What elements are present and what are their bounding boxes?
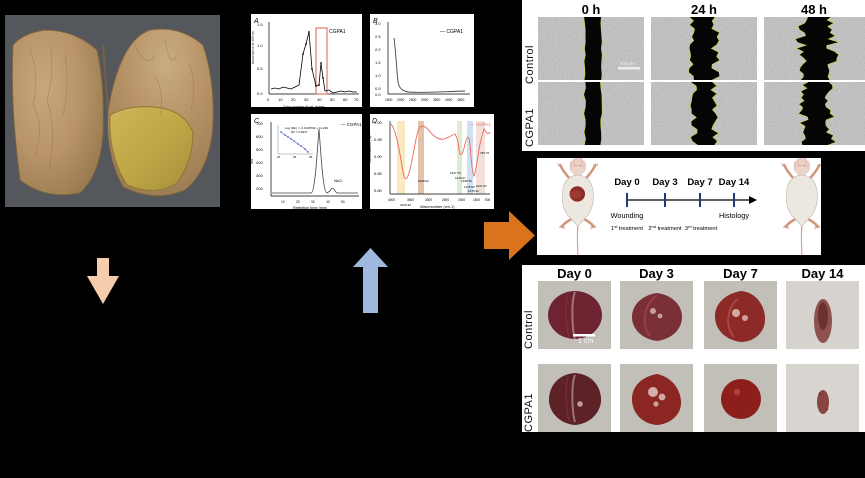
svg-text:1027.62: 1027.62 <box>476 184 487 188</box>
svg-text:Retention time (min): Retention time (min) <box>293 206 328 210</box>
svg-text:1 cm: 1 cm <box>578 338 593 345</box>
svg-text:30: 30 <box>311 200 315 204</box>
svg-text:1500: 1500 <box>385 98 393 102</box>
svg-text:1st treatment: 1st treatment <box>611 224 643 233</box>
svg-text:Tube number (6 mL /tube): Tube number (6 mL /tube) <box>283 105 324 109</box>
svg-text:10: 10 <box>281 200 285 204</box>
svg-text:3000: 3000 <box>425 198 432 202</box>
svg-text:3.0: 3.0 <box>375 21 381 26</box>
svg-text:3rd treatment: 3rd treatment <box>685 224 718 233</box>
svg-text:40: 40 <box>317 97 322 102</box>
svg-text:1368.35: 1368.35 <box>461 179 472 183</box>
svg-text:50: 50 <box>341 200 345 204</box>
svg-text:2500: 2500 <box>409 98 417 102</box>
svg-text:R2 = 0.9947: R2 = 0.9947 <box>291 130 308 134</box>
svg-text:796.76: 796.76 <box>480 151 490 155</box>
svg-text:300: 300 <box>256 173 263 178</box>
svg-text:35: 35 <box>309 155 313 159</box>
svg-text:3429.33: 3429.33 <box>400 203 411 207</box>
svg-text:1.00: 1.00 <box>374 120 383 125</box>
svg-text:Day 0: Day 0 <box>614 177 639 188</box>
svg-text:0.5: 0.5 <box>257 66 263 71</box>
svg-text:10: 10 <box>278 97 283 102</box>
svg-text:1637.76: 1637.76 <box>450 171 461 175</box>
svg-text:Absorbance at 490 nm: Absorbance at 490 nm <box>251 31 255 64</box>
svg-text:2500: 2500 <box>442 198 449 202</box>
svg-text:Wounding: Wounding <box>611 211 644 220</box>
svg-text:3000: 3000 <box>421 98 429 102</box>
svg-text:70: 70 <box>354 97 359 102</box>
svg-text:700: 700 <box>256 121 263 126</box>
svg-text:15: 15 <box>277 155 281 159</box>
svg-text:30: 30 <box>304 97 309 102</box>
svg-text:600: 600 <box>256 134 263 139</box>
svg-text:20: 20 <box>291 97 296 102</box>
svg-text:— CGPA1: — CGPA1 <box>470 122 491 127</box>
svg-text:3500: 3500 <box>433 98 441 102</box>
svg-text:Wavenumber (cm-1): Wavenumber (cm-1) <box>420 205 455 209</box>
svg-text:0.95: 0.95 <box>374 137 383 142</box>
svg-text:1075.93: 1075.93 <box>468 189 479 193</box>
svg-text:60: 60 <box>343 97 348 102</box>
svg-text:2.0: 2.0 <box>375 47 381 52</box>
svg-text:25: 25 <box>293 155 297 159</box>
svg-text:2nd treatment: 2nd treatment <box>648 224 682 233</box>
svg-text:400: 400 <box>256 160 263 165</box>
svg-text:4500: 4500 <box>457 98 465 102</box>
svg-text:20: 20 <box>296 200 300 204</box>
svg-text:0.90: 0.90 <box>374 154 383 159</box>
svg-text:1500: 1500 <box>473 198 480 202</box>
svg-text:0: 0 <box>267 97 270 102</box>
svg-text:2000: 2000 <box>397 98 405 102</box>
svg-text:1.0: 1.0 <box>375 73 381 78</box>
svg-text:1.5: 1.5 <box>257 22 263 27</box>
svg-text:Transmittance (%): Transmittance (%) <box>370 136 372 164</box>
svg-text:0.0: 0.0 <box>375 92 381 97</box>
svg-text:— CGPA1: — CGPA1 <box>440 29 463 35</box>
svg-text:4000: 4000 <box>388 198 395 202</box>
svg-text:1.5: 1.5 <box>375 60 381 65</box>
svg-text:500: 500 <box>256 147 263 152</box>
svg-text:40: 40 <box>326 200 330 204</box>
svg-text:mV: mV <box>251 158 254 164</box>
svg-text:500: 500 <box>485 198 491 202</box>
svg-text:0.0: 0.0 <box>257 91 263 96</box>
svg-text:2000: 2000 <box>458 198 465 202</box>
svg-text:0.85: 0.85 <box>374 171 383 176</box>
svg-text:— CGPA1: — CGPA1 <box>341 122 362 127</box>
svg-text:NaCl: NaCl <box>334 179 342 183</box>
svg-text:CGPA1: CGPA1 <box>329 29 346 35</box>
svg-text:3500: 3500 <box>407 198 414 202</box>
svg-text:50: 50 <box>330 97 335 102</box>
svg-text:0.80: 0.80 <box>374 188 383 193</box>
svg-text:0.5: 0.5 <box>375 86 381 91</box>
svg-text:Histology: Histology <box>719 211 749 220</box>
svg-text:4000: 4000 <box>445 98 453 102</box>
svg-text:2.5: 2.5 <box>375 34 381 39</box>
svg-text:2928.02: 2928.02 <box>418 179 429 183</box>
svg-text:Day 7: Day 7 <box>687 177 712 188</box>
svg-text:Day 14: Day 14 <box>719 177 750 188</box>
svg-text:Day 3: Day 3 <box>652 177 677 188</box>
svg-text:1.0: 1.0 <box>257 43 263 48</box>
svg-text:200: 200 <box>256 186 263 191</box>
svg-text:500 µm: 500 µm <box>620 61 635 66</box>
